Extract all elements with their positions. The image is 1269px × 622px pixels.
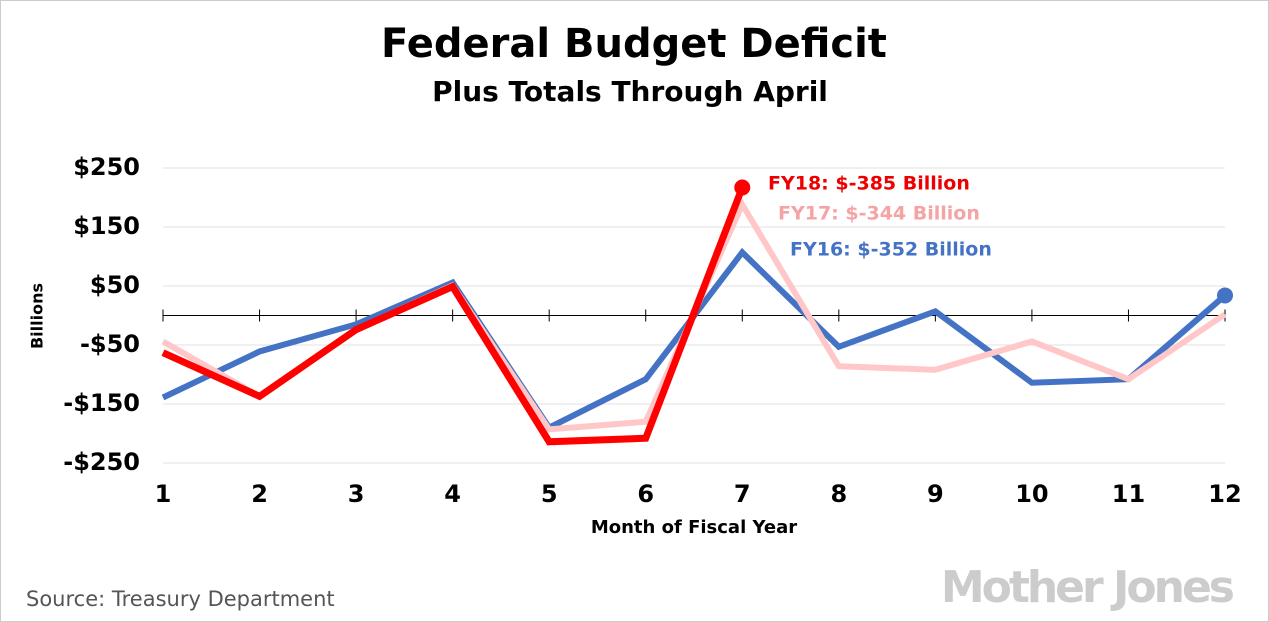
x-tick-label: 5: [541, 480, 558, 508]
end-marker: [1217, 287, 1233, 304]
x-axis-label: Month of Fiscal Year: [591, 517, 797, 538]
x-tick-label: 1: [155, 480, 172, 508]
y-tick-label: -$50: [80, 330, 140, 358]
source: Source: Treasury Department: [26, 587, 335, 611]
x-tick-label: 7: [734, 480, 751, 508]
x-tick-label: 11: [1112, 480, 1145, 508]
x-tick-label: 3: [348, 480, 365, 508]
x-tick-label: 4: [444, 480, 461, 508]
x-tick-label: 9: [927, 480, 944, 508]
y-tick-label: $50: [90, 271, 140, 299]
annotation: FY17: $-344 Billion: [778, 203, 980, 225]
x-tick-label: 2: [251, 480, 268, 508]
watermark: Mother Jones: [941, 562, 1234, 613]
annotation: FY18: $-385 Billion: [768, 173, 970, 195]
y-tick-label: $150: [73, 212, 140, 240]
end-marker: [734, 179, 751, 196]
x-tick-label: 12: [1208, 480, 1241, 508]
y-tick-label: -$250: [63, 448, 140, 476]
y-tick-label: -$150: [63, 389, 140, 417]
x-tick-label: 10: [1015, 480, 1048, 508]
chart-subtitle: Plus Totals Through April: [432, 75, 828, 108]
annotation: FY16: $-352 Billion: [790, 239, 992, 261]
y-tick-label: $250: [73, 153, 140, 181]
y-axis-label: Billions: [28, 283, 47, 349]
series-line: [161, 186, 746, 446]
chart-title: Federal Budget Deficit: [381, 21, 887, 67]
x-tick-label: 8: [830, 480, 847, 508]
x-tick-label: 6: [637, 480, 654, 508]
